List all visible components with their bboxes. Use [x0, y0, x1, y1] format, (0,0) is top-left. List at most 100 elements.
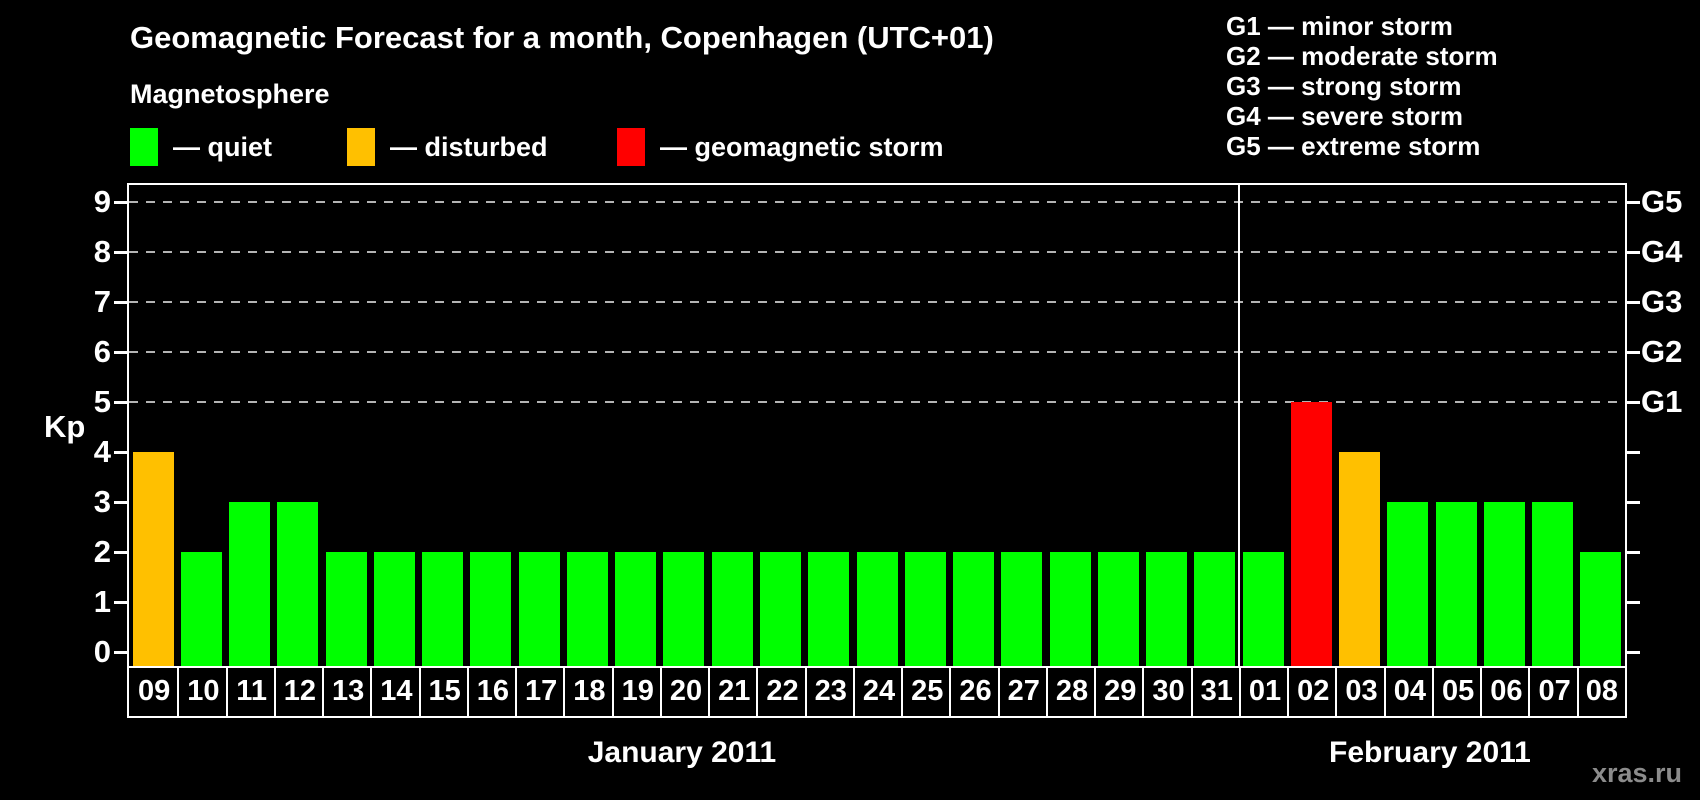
day-cell-18: 18 [563, 668, 613, 716]
x-axis-day-row: 09 10 11 12 13 14 15 16 17 18 19 20 21 22 23 24 25 26 27 28… [127, 666, 1627, 718]
day-cell-28: 28 [1045, 668, 1096, 716]
gridline-kp8 [129, 251, 1625, 253]
y-axis-tick-right [1627, 301, 1640, 304]
day-cell-22: 22 [756, 668, 806, 716]
gridline-kp7 [129, 301, 1625, 303]
right-axis-label-G4: G4 [1641, 234, 1683, 269]
y-axis-tick-left [114, 501, 127, 504]
bar-day-03 [1339, 452, 1381, 668]
y-axis-tick-right [1627, 401, 1640, 404]
legend-item-label: — disturbed [390, 131, 548, 162]
day-cell-20: 20 [659, 668, 710, 716]
gridline-kp5 [129, 401, 1625, 403]
day-cell-08: 08 [1576, 668, 1625, 716]
chart-title: Geomagnetic Forecast for a month, Copenh… [130, 20, 994, 55]
bar-day-30 [1146, 552, 1188, 668]
y-axis-tick-left [114, 201, 127, 204]
day-cell-02: 02 [1287, 668, 1337, 716]
legend-item-label: — quiet [173, 131, 272, 162]
bar-day-28 [1049, 552, 1091, 668]
y-axis-tick-left [114, 351, 127, 354]
bar-day-07 [1532, 502, 1574, 668]
y-tick-label: 2 [93, 534, 111, 569]
right-axis-label-G1: G1 [1641, 384, 1683, 419]
bar-day-09 [132, 452, 174, 668]
storm-scale-legend: G1 — minor storm G2 — moderate storm G3 — … [1226, 11, 1498, 161]
bar-day-15 [422, 552, 464, 668]
magnetosphere-legend: — quiet — disturbed — geomagnetic storm [130, 126, 1090, 168]
y-axis-tick-left [114, 651, 127, 654]
plot-area: G1 G2 G3 G4 G5 0 1 2 3 4 5 6 7 8 9 [94, 183, 1682, 668]
bar-day-16 [470, 552, 512, 668]
storm-scale-item: G4 — severe storm [1226, 101, 1464, 131]
day-cell-10: 10 [177, 668, 227, 716]
bar-day-13 [325, 552, 367, 668]
storm-swatch [617, 128, 645, 166]
y-tick-label: 9 [93, 184, 111, 219]
day-cell-16: 16 [466, 668, 517, 716]
bar-day-25 [904, 552, 946, 668]
y-tick-label: 1 [93, 584, 111, 619]
legend-item-storm: — geomagnetic storm [617, 126, 944, 168]
y-axis-tick-right [1627, 551, 1640, 554]
day-cell-23: 23 [804, 668, 855, 716]
bar-day-21 [711, 552, 753, 668]
bar-day-23 [808, 552, 850, 668]
month-label: January 2011 [587, 736, 777, 769]
y-axis-tick-right [1627, 601, 1640, 604]
day-cell-01: 01 [1238, 668, 1289, 716]
gridline-kp6 [129, 351, 1625, 353]
bar-day-01 [1242, 552, 1284, 668]
day-cell-07: 07 [1528, 668, 1578, 716]
month-label: February 2011 [1329, 736, 1531, 769]
month-separator-line [1237, 185, 1240, 668]
bar-day-24 [856, 552, 898, 668]
bar-day-08 [1580, 552, 1622, 668]
y-tick-label: 8 [93, 234, 111, 269]
day-cell-05: 05 [1431, 668, 1482, 716]
bar-day-11 [229, 502, 271, 668]
y-axis-tick-left [114, 251, 127, 254]
day-cell-19: 19 [611, 668, 662, 716]
bar-day-12 [277, 502, 319, 668]
day-cell-09: 09 [137, 675, 171, 707]
storm-scale-item: G3 — strong storm [1226, 71, 1462, 101]
day-cell-25: 25 [901, 668, 951, 716]
y-axis-tick-left [114, 601, 127, 604]
disturbed-swatch [347, 128, 375, 166]
y-tick-label: 0 [93, 634, 111, 669]
day-cell-12: 12 [273, 668, 324, 716]
day-cell-15: 15 [418, 668, 469, 716]
day-cell-31: 31 [1190, 668, 1241, 716]
y-axis-tick-left [114, 401, 127, 404]
day-cell-04: 04 [1383, 668, 1434, 716]
quiet-swatch [130, 128, 158, 166]
day-cell-03: 03 [1335, 668, 1385, 716]
day-cell-30: 30 [1142, 668, 1192, 716]
day-cell-27: 27 [997, 668, 1048, 716]
y-tick-label: 3 [93, 484, 111, 519]
day-cell-11: 11 [225, 668, 276, 716]
bar-day-04 [1387, 502, 1429, 668]
bar-day-19 [615, 552, 657, 668]
bar-day-17 [518, 552, 560, 668]
bar-day-29 [1097, 552, 1139, 668]
y-axis-tick-right [1627, 451, 1640, 454]
day-cell-14: 14 [370, 668, 420, 716]
storm-scale-item: G2 — moderate storm [1226, 41, 1498, 71]
legend-item-disturbed: — disturbed [347, 126, 548, 168]
bar-day-31 [1194, 552, 1236, 668]
month-labels-row: January 2011 February 2011 [127, 718, 1627, 778]
y-tick-label: 5 [93, 384, 111, 419]
y-axis-tick-left [114, 301, 127, 304]
day-cell-29: 29 [1094, 668, 1144, 716]
storm-scale-item: G1 — minor storm [1226, 11, 1453, 41]
y-tick-label: 7 [93, 284, 111, 319]
bar-day-10 [180, 552, 222, 668]
watermark: xras.ru [1591, 758, 1682, 788]
y-axis-tick-right [1627, 201, 1640, 204]
legend-item-quiet: — quiet [130, 126, 272, 168]
day-cell-24: 24 [852, 668, 903, 716]
bar-day-26 [953, 552, 995, 668]
